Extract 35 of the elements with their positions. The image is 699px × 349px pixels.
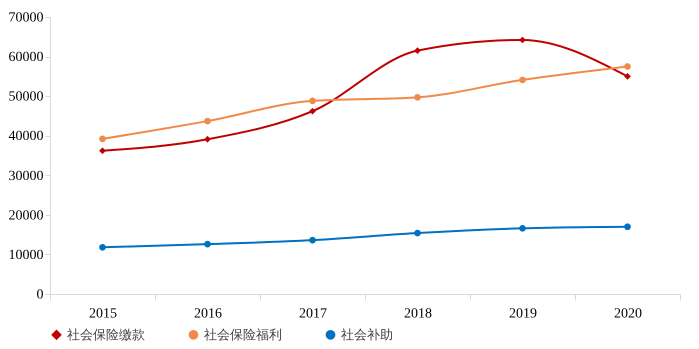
x-tick-label: 2017 (299, 306, 327, 322)
point (99, 147, 106, 154)
y-tick-label: 60000 (8, 50, 44, 66)
y-tick-label: 50000 (8, 90, 44, 105)
point (519, 76, 526, 84)
point (414, 230, 421, 236)
legend-label: 社会保险缴款 (67, 328, 145, 343)
point (624, 63, 631, 70)
x-tick-label: 2018 (404, 306, 432, 322)
point (204, 118, 211, 124)
y-tick-label: 20000 (8, 208, 44, 224)
legend-label: 社会补助 (341, 328, 393, 343)
point (204, 240, 211, 248)
x-tick-label: 2019 (509, 306, 537, 322)
point (414, 47, 421, 54)
point (204, 136, 211, 143)
y-tick-label: 30000 (8, 168, 44, 184)
point (99, 244, 106, 251)
legend-label: 社会保险福利 (204, 328, 282, 343)
point (309, 98, 316, 104)
point (624, 223, 631, 230)
point (309, 236, 316, 244)
point (309, 108, 316, 115)
point (414, 94, 421, 101)
x-tick-label: 2015 (89, 306, 117, 322)
y-tick-label: 0 (36, 288, 44, 302)
x-tick-label: 2016 (194, 306, 222, 322)
y-tick-label: 40000 (8, 129, 44, 144)
point (519, 224, 526, 232)
y-tick-label: 10000 (8, 248, 44, 263)
y-tick-label: 70000 (8, 10, 44, 26)
point (624, 73, 631, 80)
x-tick-label: 2020 (614, 306, 642, 322)
point (99, 136, 106, 142)
point (519, 36, 526, 44)
